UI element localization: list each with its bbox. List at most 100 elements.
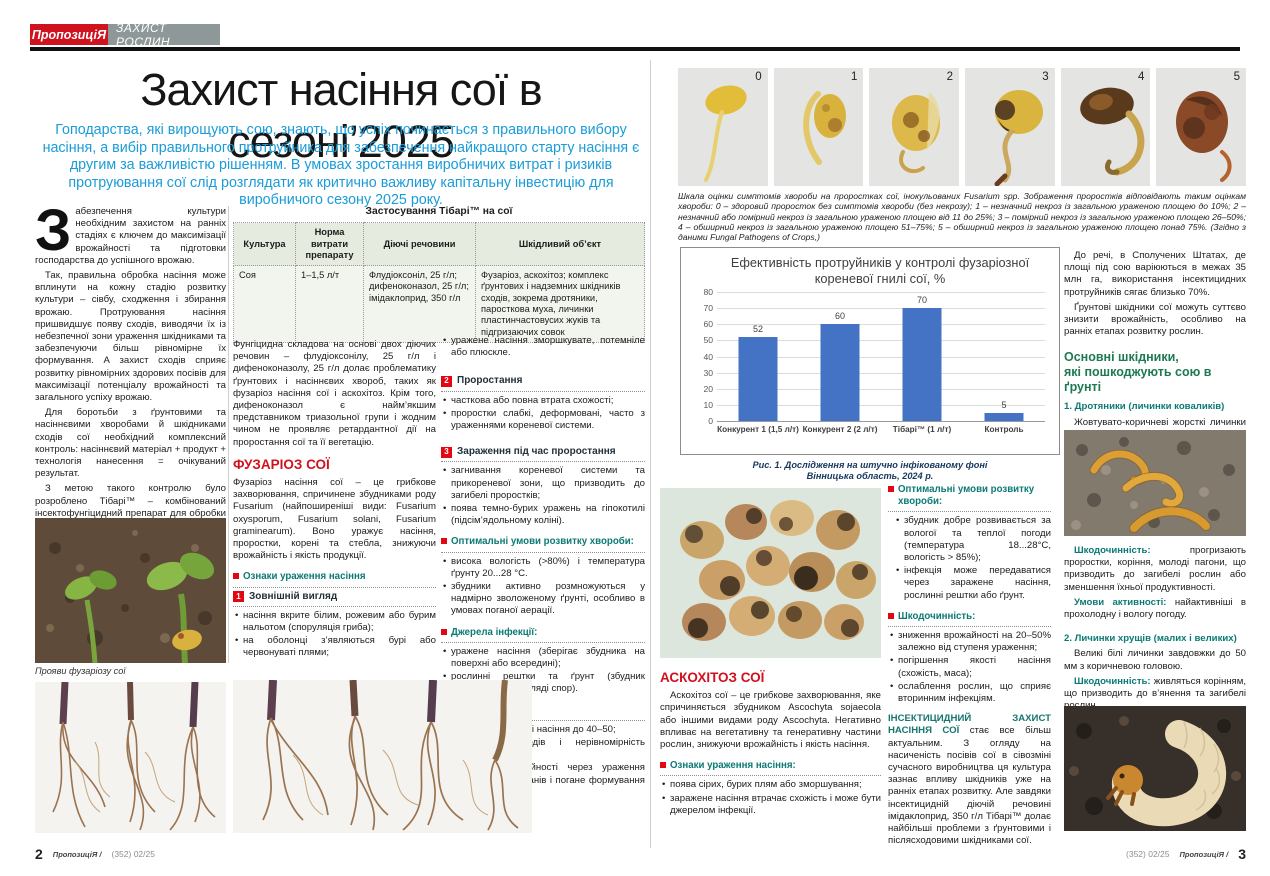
list-item: погіршення якості насіння (схожість, мас…	[890, 655, 1051, 679]
numbered-header-1: 1 Зовнішній вигляд	[233, 591, 436, 603]
pest1-conditions: Умови активності: найактивніші в прохоло…	[1064, 596, 1246, 621]
bar-1	[738, 337, 778, 421]
paragraph: Фузаріоз насіння сої – це грибкове захво…	[233, 477, 436, 562]
square-bullet-icon	[441, 628, 447, 635]
list-item: уражене насіння (зберігає збудника на по…	[443, 646, 645, 670]
y-axis-tick-label: 30	[703, 367, 713, 378]
gridline	[717, 404, 1045, 406]
table-title: Застосування Тібарі™ на сої	[365, 206, 513, 217]
section-header-pests: Основні шкідники, які пошкоджують сою в …	[1064, 350, 1212, 395]
bar-4	[984, 412, 1024, 421]
table-header: Шкідливий об’єкт	[475, 222, 645, 267]
seed-scale-photo-2: 2	[869, 68, 960, 186]
page-title: Захист насіння сої в сезоні’2025	[140, 64, 542, 167]
chart-plot-area: 0 10 20 30 40 50 60 70 80 52 Конкурент 1 (1,5 л/т)…	[703, 287, 1045, 434]
bar-column: 60 Конкурент 2 (2 л/т)	[799, 292, 881, 434]
dropcap: З	[35, 198, 72, 263]
left-footer: 2 ПропозиціЯ / (352) 02/25	[35, 846, 155, 862]
list-item: насіння вкрите білим, рожевим або бурим …	[235, 610, 436, 634]
list-item: поява сірих, бурих плям або зморшування;	[662, 779, 881, 791]
number-badge: 2	[441, 376, 452, 387]
table-header: Культура	[233, 222, 296, 267]
right-column-lower: Шкодочинність: прогризають проростки, ко…	[1064, 545, 1246, 715]
seed-scale-photo-1: 1	[773, 68, 864, 186]
y-axis-tick-label: 70	[703, 303, 713, 314]
gridline	[717, 292, 1045, 293]
bar-value-label: 52	[752, 324, 764, 335]
photo-soy-seedlings	[35, 518, 226, 663]
bar-2	[820, 324, 860, 421]
dotted-rule	[888, 511, 1051, 513]
dotted-rule	[233, 605, 436, 607]
square-bullet-icon	[660, 762, 666, 769]
pest2-description: Великі білі личинки завдовжки до 50 мм з…	[1064, 648, 1246, 672]
table-cell-crop: Соя	[233, 265, 296, 343]
table-header: Діючі речовини	[363, 222, 476, 267]
bullet-list: часткова або повна втрата схожості; прор…	[443, 395, 645, 433]
section-label: ЗАХИСТ РОСЛИН	[108, 21, 220, 49]
right-column: До речі, в Сполучених Штатах, де площі п…	[1064, 250, 1246, 444]
paragraph: Фунгіцидна складова на основі двох діючи…	[233, 339, 436, 448]
intro-paragraph: Гоподарства, які вирощують сою, знають, …	[42, 122, 640, 209]
y-axis-tick-label: 10	[703, 399, 713, 410]
bar-column: 52 Конкурент 1 (1,5 л/т)	[717, 292, 799, 434]
numbered-header-2: 2 Проростання	[441, 375, 645, 387]
y-axis-tick-label: 0	[708, 416, 713, 426]
pest2-title: 2. Личинки хрущів (малих і великих)	[1064, 633, 1237, 645]
square-bullet-icon	[888, 486, 894, 492]
scale-label: 4	[1137, 71, 1145, 83]
gridline	[717, 388, 1045, 390]
insecticide-paragraph: ІНСЕКТИЦИДНИЙ ЗАХИСТ НАСІННЯ СОЇ стає вс…	[888, 713, 1051, 847]
bar-column: 5 Контроль	[963, 292, 1045, 434]
bullet-list: загнивання кореневої системи та прикорен…	[443, 465, 645, 527]
bar-value-label: 60	[834, 311, 846, 322]
x-axis-category-label: Конкурент 1 (1,5 л/т)	[717, 425, 799, 434]
list-item: збудники активно розмножуються у надмірн…	[443, 581, 645, 618]
dotted-rule	[660, 775, 881, 777]
photo-wireworms	[1064, 430, 1246, 536]
x-axis-category-label: Тібарі™ (1 л/т)	[892, 425, 952, 434]
masthead-rule	[30, 47, 1240, 51]
table-cell-actives: Флудіоксоніл, 25 г/л; дифеноконазол, 25 …	[363, 265, 476, 343]
footer-brand-logo: ПропозиціЯ /	[52, 849, 102, 859]
dotted-rule	[441, 719, 645, 721]
number-badge: 1	[233, 591, 244, 603]
list-item: інфекція може передаватися через заражен…	[896, 565, 1051, 602]
middle-right-column: Оптимальні умови розвитку хвороби: збудн…	[888, 484, 1051, 850]
dotted-rule	[233, 586, 436, 588]
magazine-logo: ПропозиціЯ	[30, 24, 108, 45]
list-item: поява темно-бурих уражень на гіпокотилі …	[443, 503, 645, 527]
dotted-rule	[441, 461, 645, 463]
bullet-list: висока вологість (>80%) і температура ґр…	[443, 556, 645, 618]
seed-scale-photo-4: 4	[1060, 68, 1151, 186]
table-cell-rate: 1–1,5 л/т	[295, 265, 364, 343]
x-axis-category-label: Конкурент 2 (2 л/т)	[802, 425, 878, 434]
dotted-rule	[441, 641, 645, 643]
paragraph: До речі, в Сполучених Штатах, де площі п…	[1064, 250, 1246, 298]
list-item: зниження врожайності на 20–50% залежно в…	[890, 630, 1051, 654]
pest1-harm: Шкодочинність: прогризають проростки, ко…	[1064, 545, 1246, 593]
bar-value-label: 70	[916, 295, 928, 306]
seed-scale-caption: Шкала оцінки симптомів хвороби на пророс…	[678, 191, 1246, 243]
bullet-list: зниження врожайності на 20–50% залежно в…	[890, 630, 1051, 705]
scale-label: 0	[755, 71, 762, 83]
list-item: збудник добре розвивається за вологої та…	[896, 515, 1051, 564]
scale-label: 1	[850, 71, 858, 83]
dotted-rule	[441, 551, 645, 553]
left-column-2: Фунгіцидна складова на основі двох діючи…	[233, 339, 436, 666]
list-item: висока вологість (>80%) і температура ґр…	[443, 556, 645, 580]
scale-label: 2	[946, 71, 954, 83]
pest2-harm: Шкодочинність: живляться корінням, що пр…	[1064, 675, 1246, 712]
subsection-signs: Ознаки ураження насіння	[233, 571, 436, 583]
issue-number: (352) 02/25	[111, 849, 155, 859]
table-row: Соя 1–1,5 л/т Флудіоксоніл, 25 г/л; дифе…	[233, 265, 645, 343]
subsection-signs: Ознаки ураження насіння:	[660, 760, 881, 772]
seed-scale-photo-0: 0	[678, 68, 768, 186]
photo-fusarium-roots-right	[233, 680, 532, 833]
photo-fusarium-roots-left	[35, 682, 226, 833]
list-item: на оболонці з’являються бурі або червону…	[235, 635, 436, 659]
y-axis-tick-label: 50	[703, 335, 713, 346]
page-number: 3	[1238, 846, 1246, 862]
